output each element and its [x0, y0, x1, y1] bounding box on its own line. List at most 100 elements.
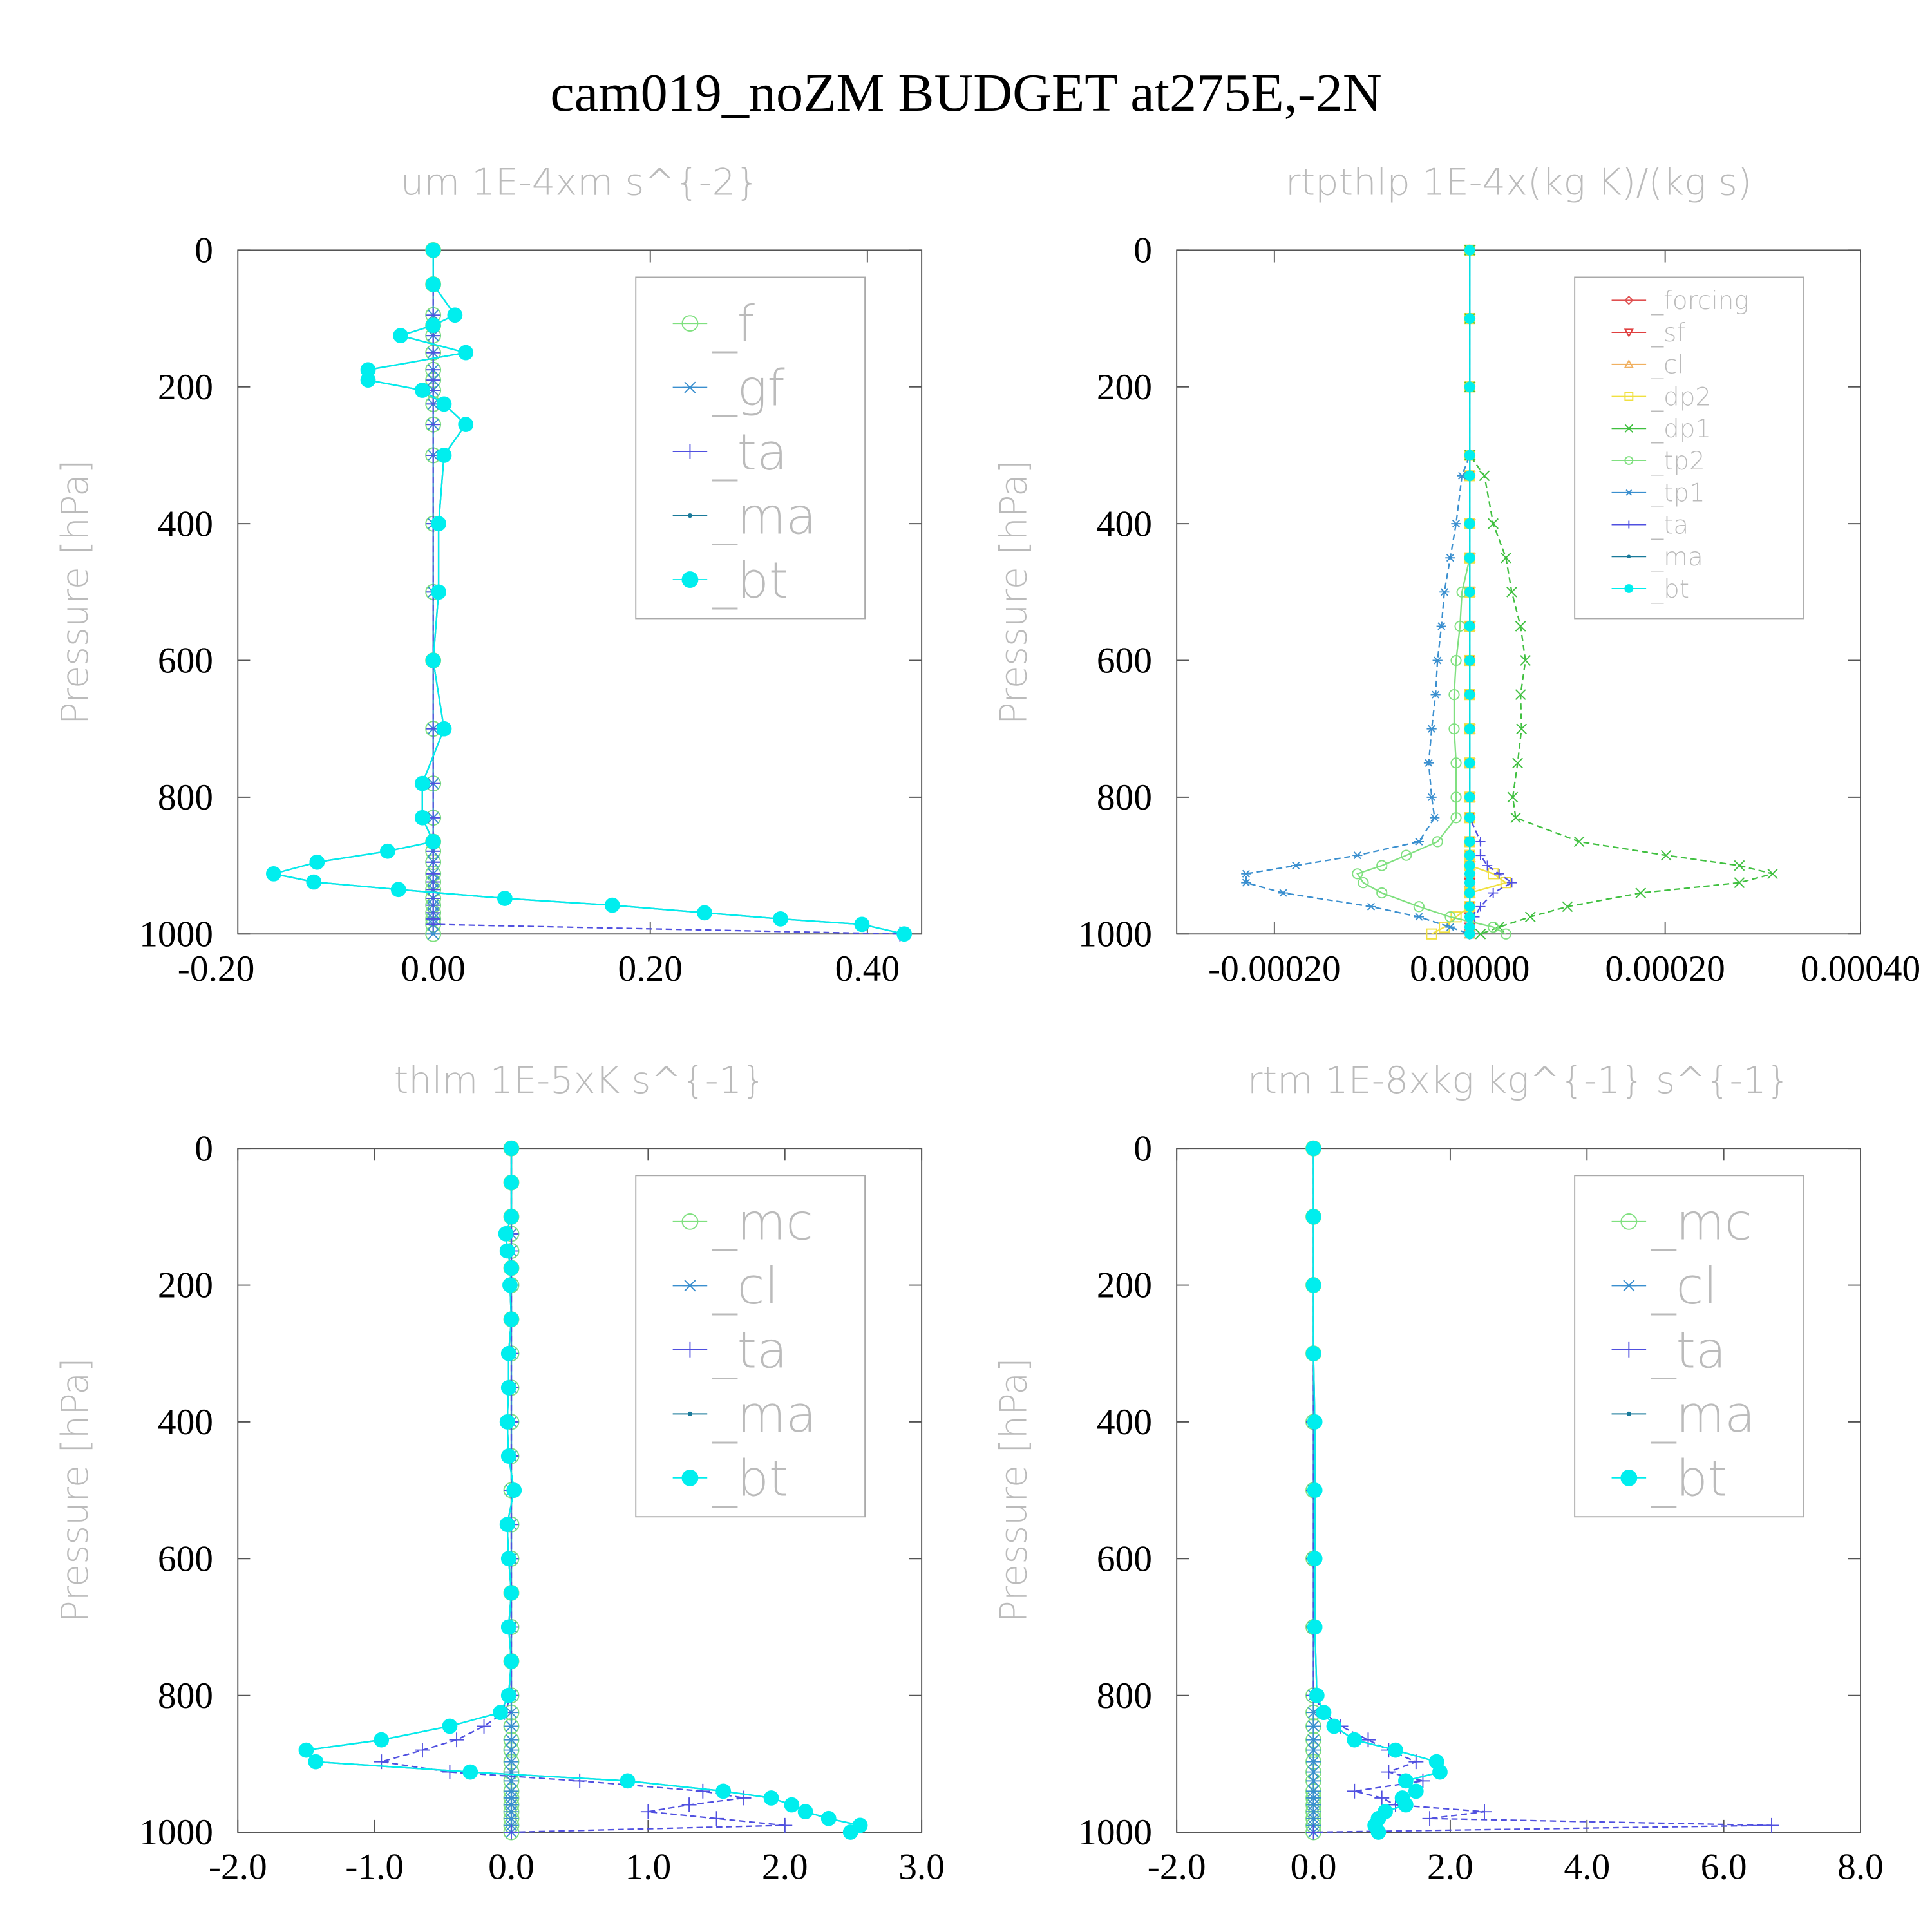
legend-label: _dp2 [1651, 383, 1711, 412]
data-point [1426, 793, 1437, 801]
legend-box [635, 276, 866, 620]
data-point [1366, 902, 1376, 911]
y-axis-label: Pressure [hPa] [992, 1358, 1036, 1623]
data-point [436, 396, 452, 412]
data-point [715, 1783, 732, 1799]
data-point [620, 1773, 636, 1789]
data-point [1430, 690, 1441, 699]
data-point [1464, 877, 1475, 888]
legend-label: _ta [712, 1322, 788, 1380]
data-point [1464, 791, 1475, 803]
data-point [1347, 1732, 1363, 1748]
data-point [1398, 1773, 1414, 1789]
legend-label: _bt [712, 552, 788, 610]
data-point [1734, 877, 1745, 888]
y-tick-label: 600 [158, 641, 213, 681]
data-point [1516, 723, 1527, 735]
data-point [854, 916, 870, 933]
data-point [1305, 1209, 1321, 1225]
data-point [1515, 621, 1526, 632]
legend-marker [1627, 554, 1631, 559]
data-point [1306, 1766, 1321, 1778]
y-tick-label: 600 [1097, 1539, 1152, 1579]
data-point [504, 1756, 519, 1768]
plot-frame [1176, 249, 1861, 935]
data-point [477, 1718, 492, 1734]
legend-label: _ta [1651, 511, 1689, 540]
data-point [1306, 1824, 1321, 1840]
data-point [1464, 849, 1475, 861]
data-point [414, 775, 430, 791]
data-point [506, 1482, 522, 1498]
y-tick-label: 1000 [139, 1812, 213, 1853]
y-tick-label: 600 [158, 1539, 213, 1579]
legend-marker [1624, 328, 1634, 337]
panel: rtm 1E-8xkg kg^{-1} s^{-1} Pressure [hPa]… [992, 1059, 1884, 1888]
data-point [1512, 757, 1523, 769]
data-point [504, 1720, 519, 1732]
data-point [1316, 1705, 1332, 1721]
data-point [1448, 723, 1460, 735]
data-point [1352, 851, 1363, 860]
data-point [784, 1797, 800, 1813]
series-line [273, 250, 905, 935]
y-tick-label: 0 [1133, 1128, 1152, 1169]
y-tick-label: 800 [158, 1676, 213, 1716]
y-tick-label: 1000 [1078, 914, 1152, 954]
data-point [504, 1824, 519, 1840]
data-point [1306, 1720, 1321, 1732]
data-point [414, 383, 430, 398]
data-point [1426, 724, 1437, 733]
y-tick-label: 800 [158, 777, 213, 818]
panel-title: um 1E-4xm s^{-2} [401, 160, 759, 204]
data-point [896, 926, 913, 942]
data-point [1426, 928, 1437, 940]
data-point [1464, 887, 1475, 898]
data-point [379, 843, 395, 859]
legend-marker [1626, 1411, 1631, 1416]
data-point [504, 1260, 519, 1276]
data-point [1307, 1551, 1323, 1567]
data-point [500, 1379, 516, 1396]
data-point [1507, 791, 1519, 803]
data-point [1464, 621, 1475, 632]
legend-marker [1621, 1280, 1637, 1292]
data-point [1423, 759, 1434, 767]
data-point [604, 897, 620, 913]
data-point [1635, 887, 1647, 898]
data-point [1464, 470, 1475, 482]
data-point [1464, 518, 1475, 529]
data-point [504, 1585, 519, 1601]
x-tick-label: -0.00020 [1208, 949, 1341, 989]
y-tick-label: 400 [1097, 1402, 1152, 1443]
data-point [736, 1790, 752, 1806]
data-point [1429, 813, 1440, 822]
data-point [504, 1744, 519, 1756]
data-point [425, 317, 441, 334]
legend-marker [1620, 1213, 1638, 1230]
data-point [502, 1277, 518, 1293]
data-point [773, 911, 788, 927]
data-point [1767, 868, 1778, 880]
data-point [695, 1783, 710, 1799]
data-point [504, 1766, 519, 1778]
data-point [1436, 622, 1446, 630]
panel: um 1E-4xm s^{-2} Pressure [hPa] -0.20 0.00 0… [53, 160, 923, 989]
data-point [1307, 1414, 1323, 1430]
data-point [820, 1810, 837, 1826]
data-point [360, 372, 376, 388]
data-point [640, 1804, 656, 1819]
legend-marker [1624, 456, 1634, 465]
plot-frame [1176, 1148, 1861, 1833]
data-point [1488, 518, 1499, 529]
data-point [1464, 868, 1475, 880]
data-point [500, 1448, 516, 1464]
data-point [431, 584, 446, 600]
data-point [425, 276, 441, 292]
x-tick-label: 0.20 [618, 949, 683, 989]
data-point [436, 448, 452, 463]
data-point [1464, 689, 1475, 700]
data-point [1475, 902, 1486, 912]
data-point [1305, 1345, 1321, 1361]
legend-marker [687, 513, 693, 518]
